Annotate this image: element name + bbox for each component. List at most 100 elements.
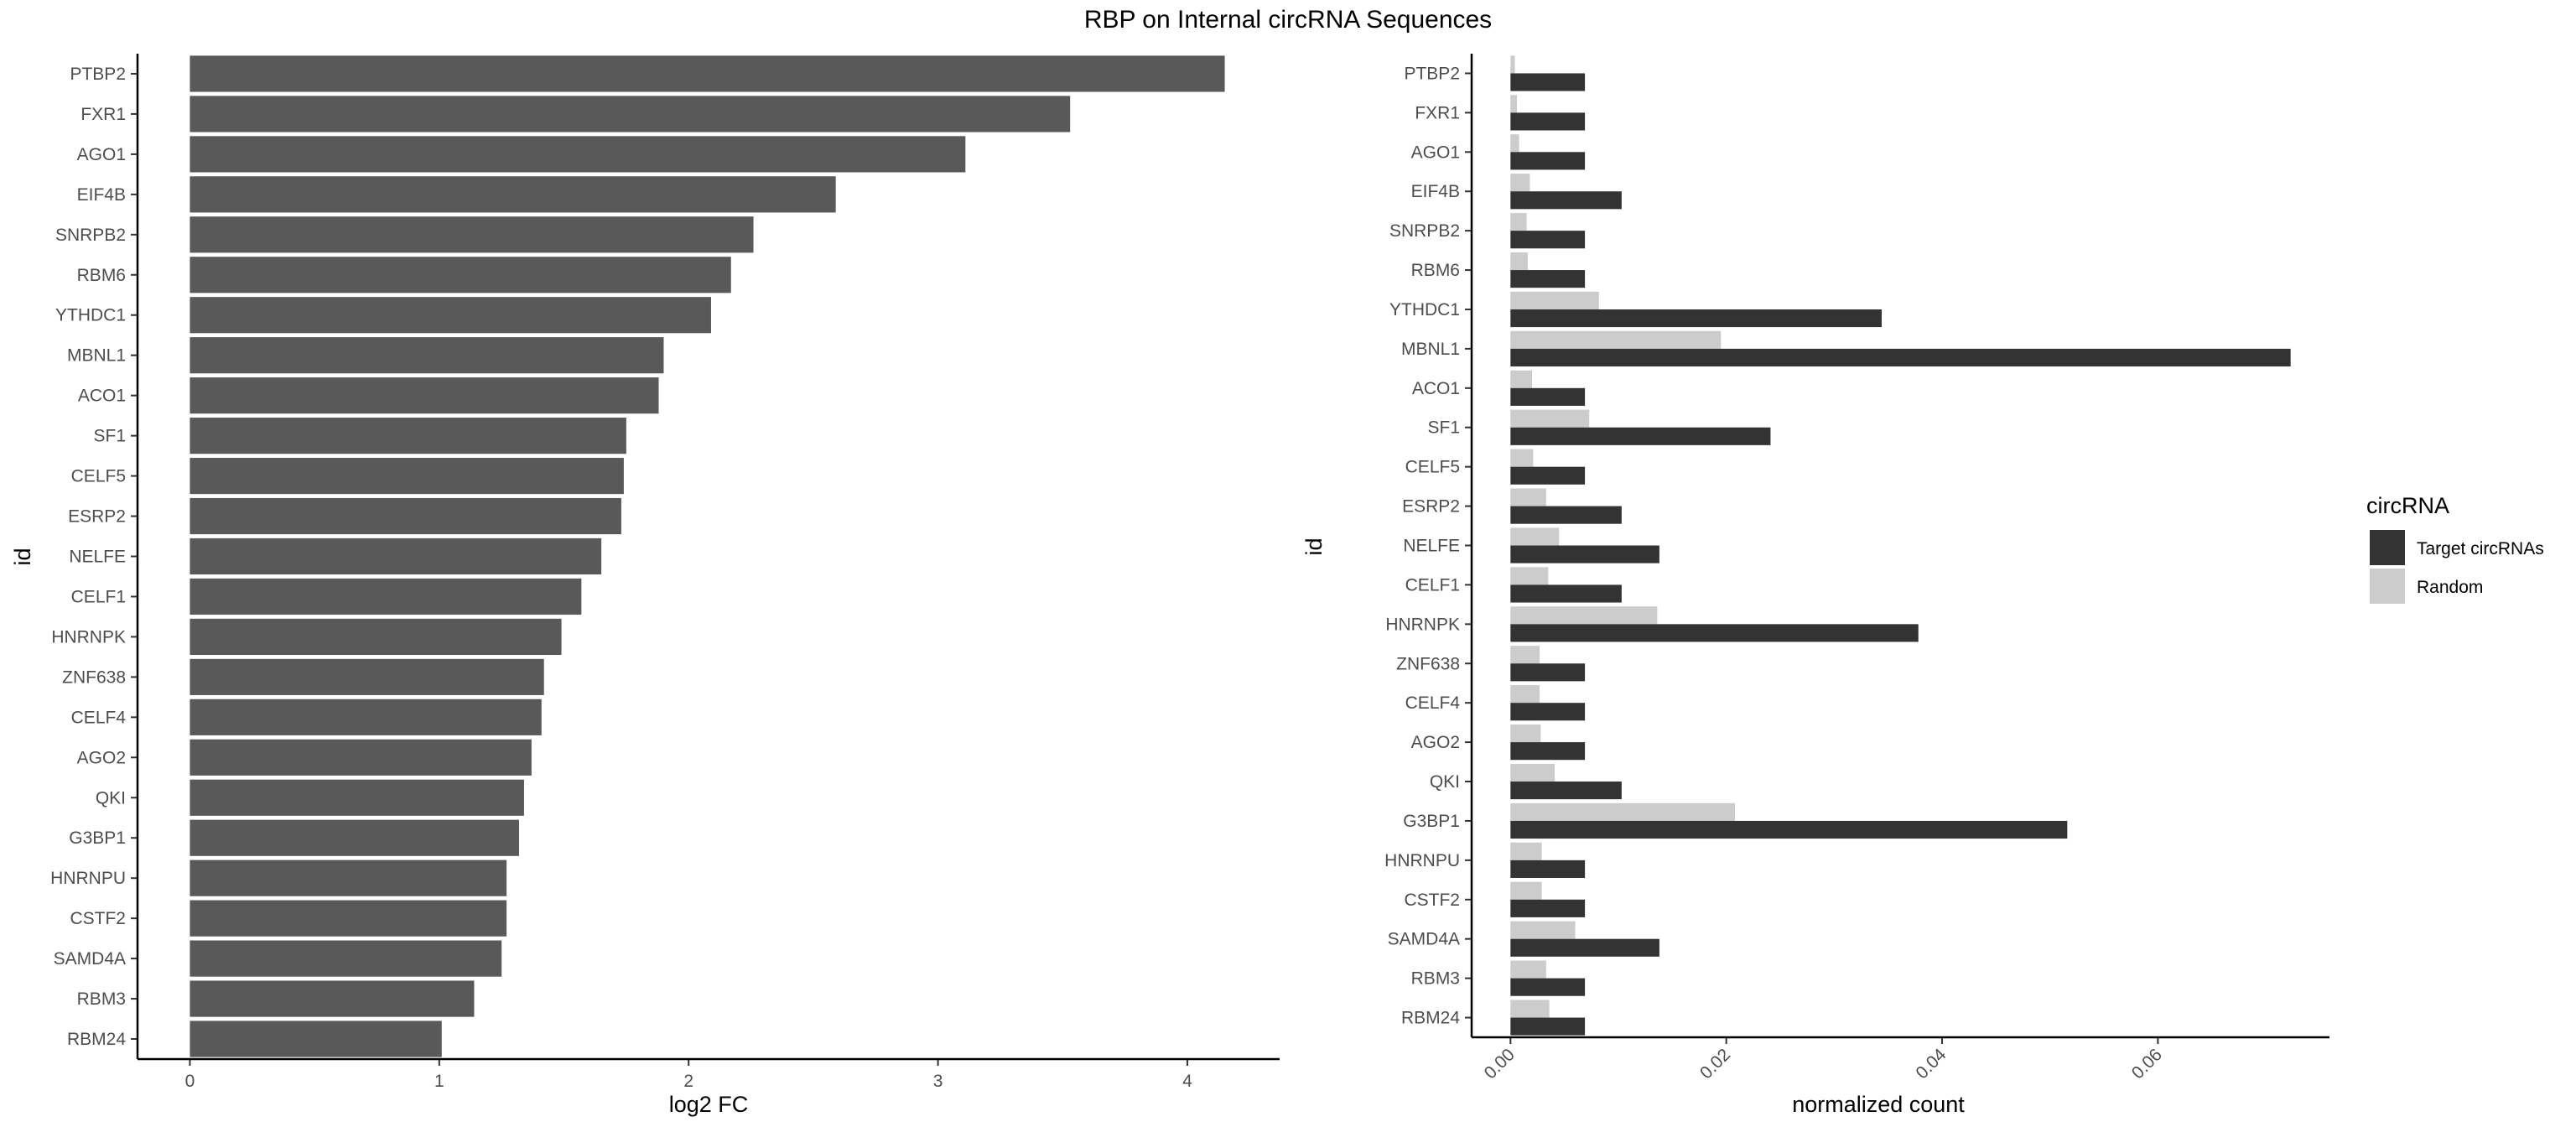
- left-y-label-rbm3: RBM3: [77, 989, 126, 1009]
- left-chart: PTBP2 FXR1 AGO1 EIF4B SNRPB2 RBM6 YTHDC1 MBNL1 A…: [10, 54, 1280, 1117]
- legend: circRNA Target circRNAs Random: [2366, 493, 2544, 604]
- left-bar-cstf2: [190, 900, 507, 937]
- left-y-label-ptbp2: PTBP2: [70, 65, 126, 84]
- right-bar-target-nelfe: [1510, 545, 1659, 564]
- right-y-label-znf638: ZNF638: [1396, 654, 1460, 673]
- right-y-label-rbm24: RBM24: [1401, 1009, 1460, 1028]
- right-bars: [1510, 55, 2291, 1036]
- left-bars: [190, 55, 1225, 1057]
- right-bar-target-rbm6: [1510, 270, 1586, 288]
- left-bar-samd4a: [190, 940, 502, 977]
- right-bar-random-samd4a: [1510, 921, 1576, 939]
- left-x-ticks: 0 1 2 3 4: [185, 1059, 1192, 1091]
- right-bar-target-sf1: [1510, 427, 1771, 445]
- right-y-label-aco1: ACO1: [1412, 379, 1460, 398]
- right-bar-target-znf638: [1510, 663, 1586, 682]
- left-bar-znf638: [190, 658, 544, 695]
- left-y-label-esrp2: ESRP2: [68, 507, 126, 527]
- right-y-label-cstf2: CSTF2: [1404, 891, 1460, 910]
- right-bar-random-ythdc1: [1510, 291, 1599, 309]
- right-bar-random-ptbp2: [1510, 55, 1515, 74]
- left-bar-rbm3: [190, 980, 475, 1017]
- left-bar-sf1: [190, 418, 626, 454]
- left-y-label-mbnl1: MBNL1: [67, 346, 126, 366]
- legend-swatch-random: [2370, 569, 2405, 604]
- right-y-label-ago1: AGO1: [1411, 143, 1460, 162]
- right-bar-random-g3bp1: [1510, 802, 1735, 821]
- right-bar-random-celf4: [1510, 685, 1540, 704]
- right-bar-target-celf4: [1510, 703, 1586, 721]
- right-bar-random-celf1: [1510, 567, 1549, 585]
- right-y-label-celf4: CELF4: [1405, 693, 1461, 713]
- right-bar-random-cstf2: [1510, 881, 1542, 900]
- right-y-label-hnrnpu: HNRNPU: [1384, 851, 1460, 870]
- right-bar-random-eif4b: [1510, 174, 1530, 192]
- right-bar-target-hnrnpk: [1510, 624, 1919, 642]
- right-bar-random-fxr1: [1510, 95, 1518, 113]
- right-y-label-rbm3: RBM3: [1411, 969, 1460, 989]
- left-x-tick-label-0: 0: [185, 1072, 195, 1091]
- right-y-label-mbnl1: MBNL1: [1401, 340, 1460, 359]
- right-y-label-ythdc1: YTHDC1: [1389, 300, 1460, 319]
- right-y-label-celf1: CELF1: [1405, 575, 1460, 595]
- right-y-label-ptbp2: PTBP2: [1404, 64, 1460, 83]
- right-bar-target-hnrnpu: [1510, 860, 1586, 878]
- left-bar-eif4b: [190, 176, 836, 213]
- right-bar-random-hnrnpk: [1510, 606, 1658, 625]
- left-bar-fxr1: [190, 96, 1071, 132]
- left-y-label-ago2: AGO2: [77, 748, 126, 767]
- right-bar-random-nelfe: [1510, 527, 1560, 546]
- legend-swatch-target: [2370, 530, 2405, 565]
- left-bar-esrp2: [190, 497, 621, 535]
- right-bar-random-rbm6: [1510, 252, 1528, 271]
- left-y-label-ythdc1: YTHDC1: [55, 306, 126, 325]
- left-bar-qki: [190, 779, 524, 816]
- left-y-label-fxr1: FXR1: [80, 105, 126, 124]
- left-y-label-ago1: AGO1: [77, 145, 126, 164]
- right-bar-target-esrp2: [1510, 506, 1622, 524]
- right-bar-target-ythdc1: [1510, 309, 1882, 328]
- left-bar-ptbp2: [190, 55, 1225, 92]
- left-bar-celf5: [190, 457, 624, 495]
- right-bar-random-hnrnpu: [1510, 842, 1542, 860]
- right-bar-target-ptbp2: [1510, 73, 1586, 91]
- right-y-tick-labels: PTBP2 FXR1 AGO1 EIF4B SNRPB2 RBM6 YTHDC1 MBNL1 A…: [1384, 64, 1472, 1028]
- left-bar-celf1: [190, 578, 582, 615]
- right-y-label-sf1: SF1: [1427, 418, 1460, 438]
- right-bar-target-qki: [1510, 782, 1622, 800]
- left-x-tick-label-2: 2: [683, 1072, 693, 1091]
- left-y-label-nelfe: NELFE: [69, 548, 126, 567]
- right-bar-random-qki: [1510, 763, 1555, 782]
- left-y-label-aco1: ACO1: [78, 387, 126, 406]
- right-bar-target-celf1: [1510, 584, 1622, 603]
- right-bar-random-snrpb2: [1510, 213, 1527, 231]
- right-bar-random-ago1: [1510, 134, 1519, 153]
- left-y-label-celf4: CELF4: [71, 708, 127, 727]
- right-y-axis-title: id: [1301, 538, 1327, 555]
- right-bar-target-ago2: [1510, 742, 1586, 761]
- left-y-label-rbm24: RBM24: [67, 1030, 126, 1049]
- left-bar-hnrnpk: [190, 618, 562, 656]
- right-y-label-samd4a: SAMD4A: [1388, 930, 1460, 949]
- left-bar-rbm6: [190, 257, 731, 293]
- left-y-label-celf1: CELF1: [71, 587, 126, 606]
- right-bar-target-eif4b: [1510, 191, 1622, 210]
- legend-title: circRNA: [2366, 493, 2449, 518]
- right-bar-random-znf638: [1510, 646, 1540, 664]
- right-bar-random-celf5: [1510, 449, 1534, 467]
- left-bar-hnrnpu: [190, 860, 507, 896]
- left-bar-ago1: [190, 136, 966, 173]
- left-y-label-hnrnpk: HNRNPK: [51, 627, 126, 647]
- left-x-tick-label-4: 4: [1182, 1072, 1192, 1091]
- right-bar-target-rbm3: [1510, 978, 1586, 996]
- left-y-label-eif4b: EIF4B: [77, 185, 126, 205]
- right-bar-target-aco1: [1510, 387, 1586, 406]
- right-bar-target-g3bp1: [1510, 820, 2068, 839]
- right-bar-random-mbnl1: [1510, 330, 1722, 349]
- right-bar-random-rbm24: [1510, 1000, 1550, 1018]
- right-y-label-nelfe: NELFE: [1403, 537, 1460, 556]
- left-x-tick-label-1: 1: [434, 1072, 444, 1091]
- left-y-label-g3bp1: G3BP1: [69, 828, 126, 848]
- right-bar-target-mbnl1: [1510, 348, 2291, 367]
